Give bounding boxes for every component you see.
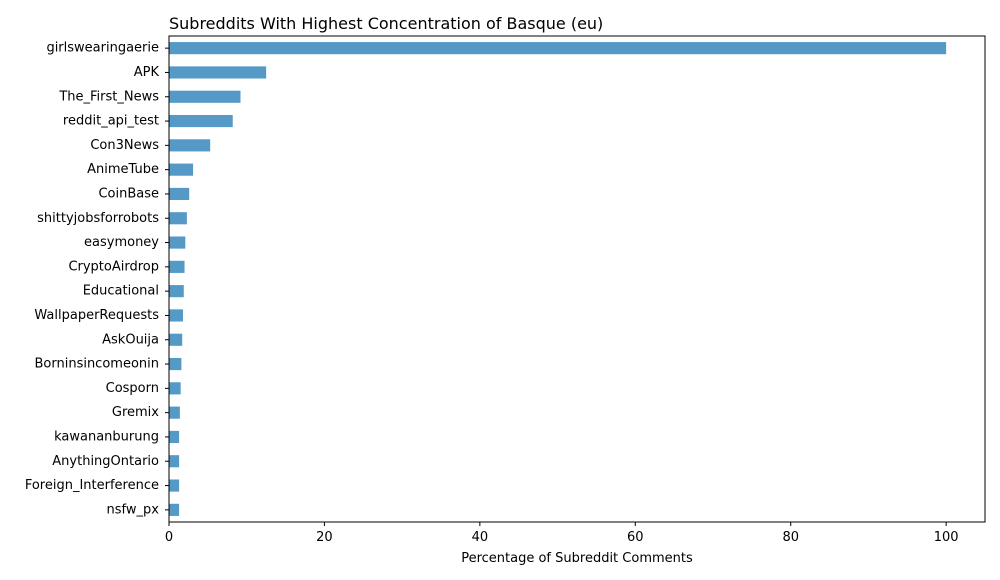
x-tick-label: 80 <box>782 530 799 545</box>
y-tick-label: easymoney <box>84 235 159 250</box>
bar-Gremix <box>169 406 180 419</box>
x-tick-label: 100 <box>934 530 959 545</box>
bar-reddit_api_test <box>169 114 233 128</box>
bars-group <box>169 42 947 516</box>
x-tick-label: 60 <box>627 530 644 545</box>
y-tick-label: shittyjobsforrobots <box>37 211 159 226</box>
bar-The_First_News <box>169 90 241 103</box>
bar-APK <box>169 66 267 79</box>
y-tick-label: reddit_api_test <box>63 114 159 129</box>
bar-nsfw_px <box>169 503 180 516</box>
bar-AnythingOntario <box>169 455 180 468</box>
y-tick-label: CryptoAirdrop <box>68 259 159 274</box>
y-tick-label: WallpaperRequests <box>34 308 159 323</box>
y-tick-label: AskOuija <box>102 332 159 347</box>
bar-shittyjobsforrobots <box>169 212 187 225</box>
bar-AnimeTube <box>169 163 194 176</box>
bar-kawananburung <box>169 430 180 444</box>
x-tick-labels: 0 20 40 60 80 100 <box>165 522 959 545</box>
y-tick-label: girlswearingaerie <box>46 41 159 56</box>
bar-AskOuija <box>169 333 183 346</box>
x-tick-label: 20 <box>316 530 333 545</box>
bar-Cosporn <box>169 382 181 395</box>
y-tick-label: AnythingOntario <box>52 454 159 469</box>
y-tick-label: Cosporn <box>106 381 159 396</box>
x-tick-label: 40 <box>472 530 489 545</box>
bar-CoinBase <box>169 187 190 201</box>
chart-title: Subreddits With Highest Concentration of… <box>169 14 603 33</box>
bar-Foreign_Interference <box>169 479 180 492</box>
bar-easymoney <box>169 236 186 249</box>
bar-WallpaperRequests <box>169 309 183 322</box>
y-tick-label: The_First_News <box>58 89 159 104</box>
y-tick-label: APK <box>134 65 160 80</box>
y-tick-label: CoinBase <box>98 186 159 201</box>
x-tick-label: 0 <box>165 530 173 545</box>
axes-group <box>168 35 986 523</box>
bar-Borninsincomeonin <box>169 357 182 371</box>
y-tick-labels: girlswearingaerie APK The_First_Newsreddit… <box>25 41 169 517</box>
plot-frame <box>168 35 986 523</box>
bar-Con3News <box>169 139 211 152</box>
bar-Educational <box>169 285 184 298</box>
y-tick-label: Educational <box>83 284 159 299</box>
y-tick-label: AnimeTube <box>87 162 159 177</box>
y-tick-label: Borninsincomeonin <box>34 357 159 372</box>
y-tick-label: kawananburung <box>54 429 159 444</box>
bar-girlswearingaerie <box>169 42 947 55</box>
x-axis-label: Percentage of Subreddit Comments <box>461 551 693 566</box>
y-tick-label: nsfw_px <box>107 502 160 517</box>
y-tick-label: Foreign_Interference <box>25 478 159 493</box>
bar-CryptoAirdrop <box>169 260 185 273</box>
y-tick-label: Gremix <box>112 405 159 420</box>
y-tick-label: Con3News <box>90 138 159 153</box>
